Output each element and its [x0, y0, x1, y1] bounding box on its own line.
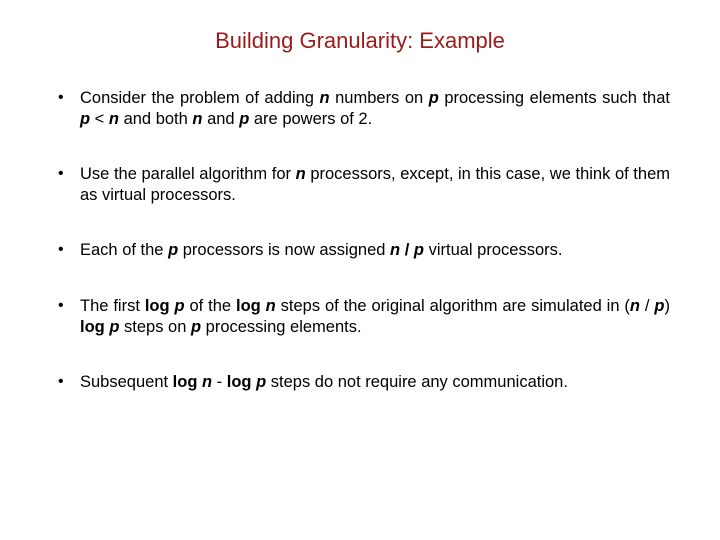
slide: Building Granularity: Example Consider t… [0, 0, 720, 540]
text-segment: Use the parallel algorithm for [80, 165, 296, 183]
text-segment: processing elements such that [439, 89, 670, 107]
text-segment: n [109, 110, 119, 128]
text-segment: and [203, 110, 240, 128]
text-segment: / [640, 297, 654, 315]
text-segment: n [630, 297, 640, 315]
text-segment: of the [185, 297, 236, 315]
text-segment: virtual processors. [424, 241, 562, 259]
text-segment: log [145, 297, 175, 315]
text-segment: n [390, 241, 400, 259]
text-segment: p [429, 89, 439, 107]
text-segment: < [90, 110, 109, 128]
text-segment: p [80, 110, 90, 128]
text-segment: Subsequent [80, 373, 173, 391]
text-segment: p [191, 318, 201, 336]
text-segment: log [80, 318, 109, 336]
text-segment: n [296, 165, 306, 183]
text-segment: processing elements. [201, 318, 362, 336]
text-segment: log [173, 373, 202, 391]
text-segment: p [174, 297, 184, 315]
text-segment: The first [80, 297, 145, 315]
text-segment: numbers on [330, 89, 429, 107]
bullet-item: Consider the problem of adding n numbers… [50, 88, 670, 130]
text-segment: Each of the [80, 241, 168, 259]
text-segment: p [256, 373, 266, 391]
text-segment: p [239, 110, 249, 128]
text-segment: p [654, 297, 664, 315]
text-segment: p [168, 241, 178, 259]
text-segment: - [212, 373, 227, 391]
text-segment: and both [119, 110, 192, 128]
bullet-item: The first log p of the log n steps of th… [50, 296, 670, 338]
text-segment: p [109, 318, 119, 336]
text-segment: steps of the original algorithm are simu… [276, 297, 630, 315]
bullet-list: Consider the problem of adding n numbers… [50, 88, 670, 393]
bullet-item: Use the parallel algorithm for n process… [50, 164, 670, 206]
text-segment: n [192, 110, 202, 128]
bullet-item: Subsequent log n - log p steps do not re… [50, 372, 670, 393]
text-segment: n [202, 373, 212, 391]
text-segment: log [227, 373, 256, 391]
text-segment: Consider the problem of adding [80, 89, 320, 107]
text-segment: are powers of 2. [249, 110, 372, 128]
text-segment: n [266, 297, 276, 315]
text-segment: n [320, 89, 330, 107]
text-segment: steps do not require any communication. [266, 373, 568, 391]
text-segment: p [414, 241, 424, 259]
text-segment: processors is now assigned [178, 241, 390, 259]
slide-title: Building Granularity: Example [50, 28, 670, 54]
text-segment: ) [665, 297, 671, 315]
text-segment: steps on [119, 318, 191, 336]
text-segment: log [236, 297, 266, 315]
bullet-item: Each of the p processors is now assigned… [50, 240, 670, 261]
